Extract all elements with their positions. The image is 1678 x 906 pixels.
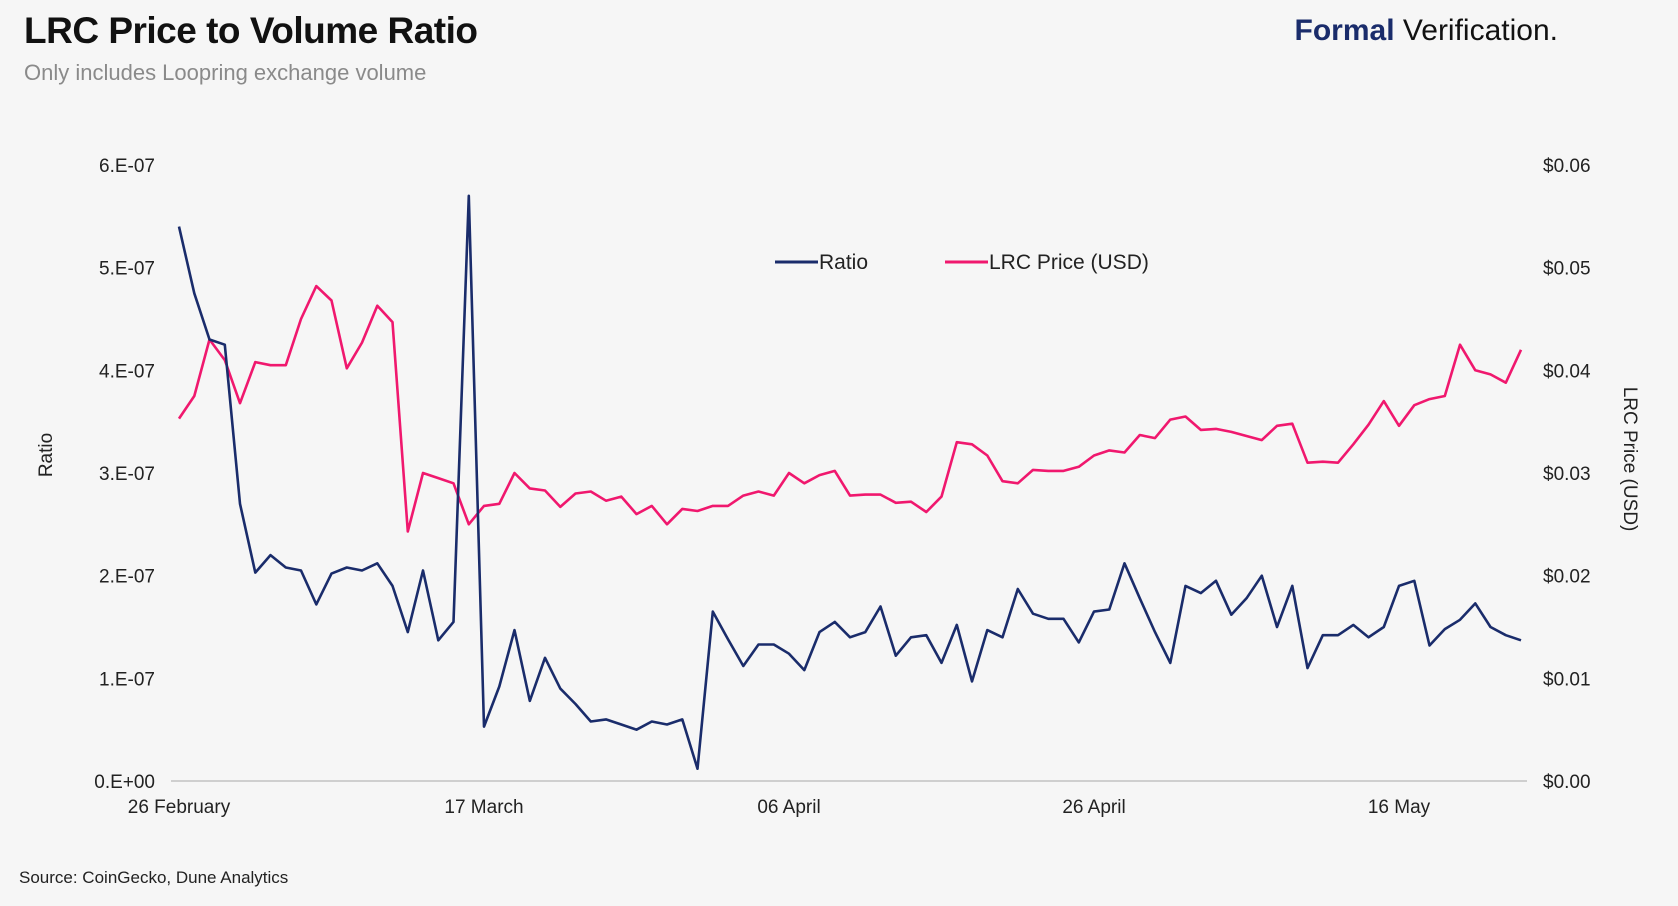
- brand-logo-rest: Verification.: [1402, 14, 1558, 47]
- y-tick-right-4: $0.04: [1543, 361, 1591, 382]
- y-tick-left-3: 3.E-07: [99, 464, 155, 485]
- legend: Ratio LRC Price (USD): [775, 251, 1149, 274]
- y-tick-right-5: $0.05: [1543, 259, 1591, 280]
- series-line-ratio: [177, 194, 1522, 770]
- price-ratio-chart: 0.E+00 1.E-07 2.E-07 3.E-07 4.E-07 5.E-07 6.E-…: [36, 156, 1640, 818]
- y-axis-right-ticks: $0.00 $0.01 $0.02 $0.03 $0.04 $0.05 $0.06: [1543, 156, 1591, 793]
- y-tick-left-1: 1.E-07: [99, 669, 155, 690]
- y-tick-left-5: 5.E-07: [99, 259, 155, 280]
- x-tick-3: 26 April: [1062, 797, 1125, 818]
- y-tick-right-3: $0.03: [1543, 464, 1591, 485]
- source-note: Source: CoinGecko, Dune Analytics: [19, 868, 289, 887]
- y-tick-left-0: 0.E+00: [94, 772, 155, 793]
- y-tick-right-6: $0.06: [1543, 156, 1591, 177]
- y-tick-right-2: $0.02: [1543, 567, 1591, 588]
- x-axis-ticks: 26 February 17 March 06 April 26 April 16 Ma…: [128, 797, 1431, 818]
- chart-title: LRC Price to Volume Ratio: [24, 10, 478, 51]
- legend-label-lrc-price: LRC Price (USD): [989, 251, 1149, 274]
- y-axis-left-ticks: 0.E+00 1.E-07 2.E-07 3.E-07 4.E-07 5.E-07 6.E-…: [94, 156, 155, 793]
- brand-logo: Formal Verification.: [1295, 14, 1558, 48]
- y-tick-left-2: 2.E-07: [99, 567, 155, 588]
- y-axis-right-label: LRC Price (USD): [1619, 387, 1640, 532]
- x-tick-4: 16 May: [1368, 797, 1431, 818]
- y-tick-right-0: $0.00: [1543, 772, 1591, 793]
- chart-subtitle: Only includes Loopring exchange volume: [24, 60, 427, 85]
- x-tick-2: 06 April: [757, 797, 820, 818]
- x-tick-0: 26 February: [128, 797, 231, 818]
- legend-label-ratio: Ratio: [819, 251, 868, 274]
- y-axis-left-label: Ratio: [36, 433, 57, 477]
- y-tick-left-6: 6.E-07: [99, 156, 155, 177]
- y-tick-left-4: 4.E-07: [99, 361, 155, 382]
- y-tick-right-1: $0.01: [1543, 669, 1591, 690]
- x-tick-1: 17 March: [444, 797, 523, 818]
- series-line-lrc-price: [177, 284, 1523, 533]
- brand-logo-bold: Formal: [1294, 14, 1395, 47]
